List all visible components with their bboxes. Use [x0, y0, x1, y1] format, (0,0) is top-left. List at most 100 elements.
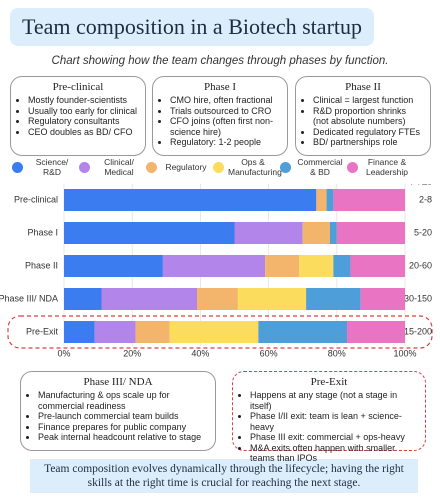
box-list: Happens at any stage (not a stage in its… [239, 390, 419, 464]
legend-label: Regulatory [165, 161, 207, 172]
title: Team composition in a Biotech startup [10, 8, 375, 46]
bar-segment [237, 288, 307, 310]
fte-label: 15-200 [404, 326, 432, 336]
bar-segment [64, 222, 235, 244]
x-tick-label: 0% [57, 348, 70, 358]
bar-segment [350, 255, 405, 277]
bar-segment [64, 189, 317, 211]
bar-segment [316, 189, 327, 211]
legend-label: Finance & Leadership [365, 157, 409, 177]
y-tick-label: Pre-Exit [26, 326, 59, 336]
box-title: Phase III/ NDA [83, 376, 153, 388]
legend-swatch [280, 162, 291, 173]
fte-header: FTEs [411, 184, 433, 186]
subtitle: Chart showing how the team changes throu… [51, 55, 389, 67]
box-item: CMO hire, often fractional [170, 95, 281, 106]
box-item: Phase III exit: commercial + ops-heavy [250, 432, 419, 443]
box-item: BD/ partnerships role [313, 137, 424, 148]
bar-segment [94, 321, 136, 343]
y-tick-label: Phase II [25, 260, 58, 270]
bar-segment [169, 321, 259, 343]
legend-item: Finance & Leadership [347, 157, 412, 177]
fte-label: 30-150 [404, 293, 432, 303]
box-item: Usually too early for clinical [28, 106, 139, 117]
legend-swatch [347, 162, 358, 173]
bar-segment [162, 255, 266, 277]
box-item: Pre-launch commercial team builds [38, 411, 209, 422]
box-item: Phase I/II exit: team is lean + science-… [250, 411, 419, 432]
legend-label: Clinical/ Medical [104, 157, 134, 177]
legend-swatch [146, 162, 157, 173]
legend-swatch [213, 162, 224, 173]
box-item: Peak internal headcount relative to stag… [38, 432, 209, 443]
box-title: Phase I [203, 81, 237, 93]
bar-segment [360, 288, 405, 310]
fte-label: 2-8 [419, 194, 432, 204]
y-tick-label: Phase I [27, 227, 58, 237]
bar-segment [333, 255, 351, 277]
box-item: Trials outsourced to CRO [170, 106, 281, 117]
box-item: CFO joins (often first non-science hire) [170, 116, 281, 137]
box-item: Clinical = largest function [313, 95, 424, 106]
highlight-frame [7, 315, 433, 349]
bar-segment [265, 255, 300, 277]
info-box: Phase II Clinical = largest functionR&D p… [295, 76, 431, 156]
x-tick-label: 40% [191, 348, 209, 358]
legend-swatch [12, 162, 23, 173]
info-box: Phase I CMO hire, often fractionalTrials … [152, 76, 288, 156]
box-item: Finance prepares for public company [38, 422, 209, 433]
bar-segment [326, 189, 334, 211]
bar-segment [234, 222, 303, 244]
legend-swatch [79, 162, 90, 173]
bar-segment [299, 255, 334, 277]
box-title: Pre-Exit [310, 376, 348, 388]
bar-segment [101, 288, 197, 310]
box-item: R&D proportion shrinks (not absolute num… [313, 106, 424, 127]
bar-segment [336, 222, 405, 244]
legend-item: Regulatory [146, 158, 211, 177]
x-tick-label: 80% [328, 348, 346, 358]
info-box: Pre-Exit Happens at any stage (not a stag… [232, 371, 426, 463]
x-tick-label: 100% [393, 348, 416, 358]
bar-segment [64, 321, 95, 343]
fte-label: 5-20 [414, 227, 432, 237]
box-list: Manufacturing & ops scale up for commerc… [27, 390, 209, 443]
bar-segment [333, 189, 405, 211]
box-item: Happens at any stage (not a stage in its… [250, 390, 419, 411]
box-title: Phase II [345, 81, 381, 93]
footer: Team composition evolves dynamically thr… [30, 459, 418, 493]
box-item: Mostly founder-scientists [28, 95, 139, 106]
legend-item: Ops & Manufacturing [213, 157, 282, 177]
bar-segment [64, 255, 163, 277]
bar-segment [258, 321, 348, 343]
box-item: CEO doubles as BD/ CFO [28, 127, 139, 138]
info-box: Pre-clinical Mostly founder-scientistsUsu… [10, 76, 146, 156]
bar-segment [329, 222, 337, 244]
legend-label: Science/ R&D [35, 157, 69, 177]
legend-label: Commercial & BD [297, 157, 343, 177]
legend: Science/ R&D Clinical/ Medical Regulatory O… [12, 157, 412, 177]
bar-segment [64, 288, 102, 310]
box-title: Pre-clinical [52, 81, 104, 93]
box-list: Mostly founder-scientistsUsually too ear… [17, 95, 139, 137]
bar-segment [347, 321, 405, 343]
bar-segment [196, 288, 238, 310]
box-list: CMO hire, often fractionalTrials outsour… [159, 95, 281, 148]
box-item: Regulatory consultants [28, 116, 139, 127]
legend-item: Science/ R&D [12, 157, 77, 177]
box-item: Manufacturing & ops scale up for commerc… [38, 390, 209, 411]
legend-item: Commercial & BD [280, 157, 345, 177]
legend-label: Ops & Manufacturing [228, 157, 282, 177]
bar-segment [135, 321, 170, 343]
chart: 0% 20% 40% 60% 80% 100% FTEs Pre-clinical 2-8 Pha… [0, 184, 433, 358]
bar-segment [302, 222, 330, 244]
box-item: Dedicated regulatory FTEs [313, 127, 424, 138]
y-tick-label: Pre-clinical [14, 194, 58, 204]
box-list: Clinical = largest functionR&D proportio… [302, 95, 424, 148]
box-item: M&A exits often happen with smaller team… [250, 443, 419, 464]
box-item: Regulatory: 1-2 people [170, 137, 281, 148]
y-tick-label: Phase III/ NDA [0, 293, 58, 303]
x-tick-label: 60% [260, 348, 278, 358]
info-box: Phase III/ NDA Manufacturing & ops scale … [20, 371, 216, 451]
